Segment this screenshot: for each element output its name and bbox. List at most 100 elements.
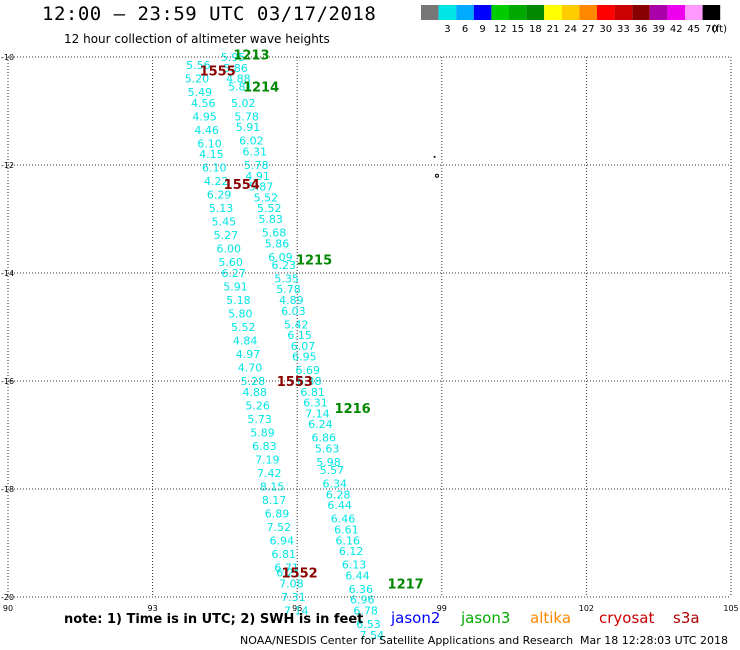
swh-value-cryosat: 7.08 <box>279 578 304 591</box>
swh-value-cryosat: 6.83 <box>252 440 277 453</box>
swh-value-jason3: 6.13 <box>342 559 367 572</box>
legend-swatch <box>702 5 721 20</box>
swh-value-jason3: 6.46 <box>331 513 356 526</box>
swh-value-cryosat: 5.26 <box>245 399 270 412</box>
swh-value-jason3: 5.86 <box>223 62 248 75</box>
swh-value-cryosat: 5.28 <box>241 375 266 388</box>
pass-label: 1215 <box>296 254 332 269</box>
swh-value-jason3: 5.81 <box>228 81 253 94</box>
y-tick-label: -12 <box>1 161 14 170</box>
swh-value-cryosat: 6.00 <box>217 243 242 256</box>
swh-value-jason3: 6.09 <box>268 251 293 264</box>
legend-swatch <box>438 5 457 20</box>
swh-value-cryosat: 6.94 <box>270 534 295 547</box>
swh-value-jason3: 6.53 <box>356 618 381 631</box>
swh-value-jason3: 4.91 <box>245 170 270 183</box>
footer-note: note: 1) Time is in UTC; 2) SWH is in fe… <box>64 612 364 627</box>
legend-swatch <box>632 5 650 20</box>
legend-unit: (ft) <box>712 24 727 35</box>
y-tick-label: -16 <box>1 377 14 386</box>
y-tick-label: -14 <box>1 269 14 278</box>
legend-label: 6 <box>462 24 468 35</box>
legend-label: 70 <box>705 24 718 35</box>
swh-value-jason3: 4.88 <box>226 73 251 86</box>
swh-value-jason3: 6.81 <box>300 386 325 399</box>
swh-value-jason3: 5.42 <box>284 318 309 331</box>
swh-value-jason3: 5.86 <box>265 237 290 250</box>
swh-value-cryosat: 4.46 <box>194 124 219 137</box>
swh-value-jason3: 6.15 <box>287 329 312 342</box>
swh-value-jason3: 4.89 <box>279 294 304 307</box>
page-title: 12:00 – 23:59 UTC 03/17/2018 <box>42 3 377 25</box>
swh-value-jason3: 5.78 <box>234 110 259 123</box>
satellite-label-s3a: s3a <box>673 609 700 627</box>
swh-value-jason3: 6.12 <box>339 545 364 558</box>
swh-value-cryosat: 4.88 <box>243 386 268 399</box>
legend-label: 24 <box>564 24 577 35</box>
swh-value-jason3: 6.38 <box>297 375 322 388</box>
swh-value-jason3: 5.98 <box>316 456 341 469</box>
legend-label: 27 <box>582 24 595 35</box>
legend-label: 15 <box>511 24 524 35</box>
pass-label: 1217 <box>388 578 424 593</box>
swh-value-jason3: 5.52 <box>257 202 282 215</box>
swh-value-cryosat: 7.42 <box>257 467 282 480</box>
legend-swatch <box>473 5 492 20</box>
swh-value-jason3: 6.44 <box>327 499 352 512</box>
swh-value-cryosat: 4.84 <box>233 335 258 348</box>
swh-value-jason3: 6.16 <box>336 534 361 547</box>
swh-value-jason3: 6.02 <box>239 135 264 148</box>
legend-label: 33 <box>617 24 630 35</box>
swh-value-jason3: 6.07 <box>291 340 316 353</box>
legend-swatch <box>561 5 580 20</box>
legend-swatch <box>597 5 615 20</box>
swh-value-jason3: 5.68 <box>262 227 287 240</box>
swh-value-cryosat: 6.27 <box>221 267 246 280</box>
swh-value-cryosat: 6.71 <box>274 561 299 574</box>
swh-value-jason3: 5.78 <box>276 283 301 296</box>
swh-value-cryosat: 8.15 <box>260 480 285 493</box>
swh-value-jason3: 6.96 <box>350 594 375 607</box>
swh-value-cryosat: 5.80 <box>228 308 253 321</box>
swh-value-cryosat: 5.56 <box>186 59 211 72</box>
swh-value-cryosat: 7.31 <box>281 591 306 604</box>
swh-value-jason3: 6.36 <box>349 583 374 596</box>
legend-label: 36 <box>635 24 648 35</box>
legend-swatch <box>685 5 703 20</box>
swh-value-jason3: 6.31 <box>303 397 328 410</box>
swh-value-cryosat: 5.91 <box>223 281 248 294</box>
legend-label: 18 <box>529 24 542 35</box>
pass-label: 1213 <box>233 48 269 63</box>
legend-swatch <box>667 5 685 20</box>
footer-credit: NOAA/NESDIS Center for Satellite Applica… <box>240 634 574 647</box>
x-tick-label: 105 <box>723 604 738 613</box>
swh-value-cryosat: 6.29 <box>207 189 232 202</box>
satellite-label-altika: altika <box>530 609 572 627</box>
legend-swatch <box>526 5 545 20</box>
swh-value-jason3: 5.63 <box>315 443 340 456</box>
swh-value-jason3: 6.69 <box>296 364 321 377</box>
swh-value-jason3: 5.83 <box>258 213 283 226</box>
x-tick-label: 102 <box>579 604 594 613</box>
swh-value-cryosat: 4.56 <box>191 97 216 110</box>
legend-swatch <box>421 5 439 20</box>
island-mark <box>434 173 439 178</box>
y-tick-label: -20 <box>1 593 14 602</box>
legend-swatch <box>579 5 597 20</box>
legend-label: 3 <box>444 24 450 35</box>
swh-value-jason3: 6.44 <box>345 569 370 582</box>
swh-value-jason3: 5.95 <box>221 51 246 64</box>
legend-label: 45 <box>687 24 700 35</box>
x-tick-label: 99 <box>437 604 447 613</box>
swh-value-cryosat: 6.10 <box>202 162 227 175</box>
swh-value-jason3: 7.14 <box>305 407 330 420</box>
legend-label: 12 <box>494 24 507 35</box>
pass-label: 1552 <box>282 567 318 582</box>
legend-swatch <box>649 5 668 20</box>
swh-value-cryosat: 7.19 <box>255 453 280 466</box>
pass-label: 1555 <box>200 65 236 80</box>
swh-value-jason3: 6.28 <box>326 488 351 501</box>
swh-value-jason3: 6.95 <box>292 351 317 364</box>
swh-value-cryosat: 5.45 <box>212 216 237 229</box>
